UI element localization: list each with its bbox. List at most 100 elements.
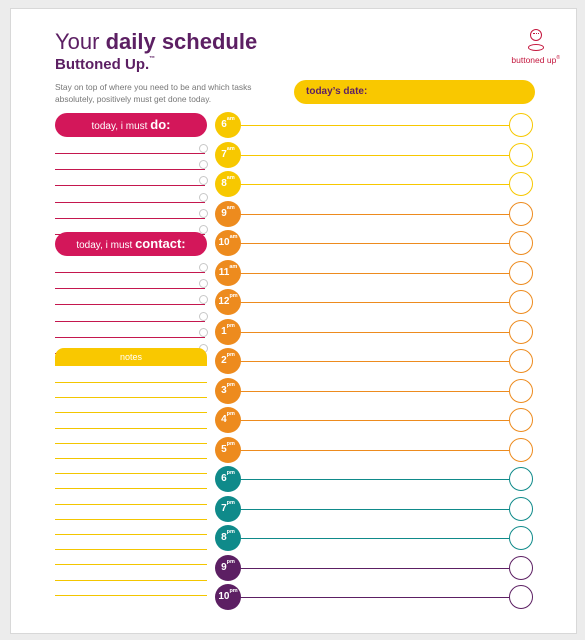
brand-logo: buttoned up® <box>511 29 560 65</box>
time-slot-line[interactable] <box>229 302 509 303</box>
trademark-mark: ™ <box>149 56 156 62</box>
hour-badge: 9am <box>215 200 241 227</box>
must-do-checkbox[interactable] <box>199 225 208 234</box>
notes-line <box>55 488 207 490</box>
notes-line <box>55 534 207 535</box>
time-slot-checkbox[interactable] <box>509 113 533 137</box>
time-slot-checkbox[interactable] <box>509 172 533 196</box>
hour-badge: 9pm <box>215 554 241 581</box>
hour-number: 8 <box>221 178 227 189</box>
must-do-line[interactable] <box>55 153 205 154</box>
notes-line <box>55 549 207 551</box>
time-slot-line[interactable] <box>229 361 509 362</box>
must-do-checkbox[interactable] <box>199 208 208 218</box>
hour-period: am <box>229 234 238 240</box>
must-contact-checkbox[interactable] <box>199 311 208 321</box>
must-do-line[interactable] <box>55 217 205 219</box>
hour-number: 5 <box>221 443 227 455</box>
todays-date-label: today’s date: <box>306 86 368 97</box>
time-slot-checkbox[interactable] <box>509 496 533 521</box>
intro-text: Stay on top of where you need to be and … <box>55 82 252 104</box>
hour-period: am <box>226 116 235 122</box>
hour-number: 9 <box>221 207 227 219</box>
notes-line <box>55 564 207 566</box>
notes-line <box>55 579 207 581</box>
must-contact-header: today, i must contact: <box>55 232 207 256</box>
todays-date-field[interactable]: today’s date: <box>294 80 535 104</box>
time-slot-line[interactable] <box>229 272 509 274</box>
time-slot-line[interactable] <box>229 390 509 392</box>
must-do-line[interactable] <box>55 201 205 203</box>
time-slot-line[interactable] <box>229 567 509 569</box>
notes-line <box>55 458 207 459</box>
hour-period: pm <box>226 440 235 447</box>
time-slot-checkbox[interactable] <box>509 231 533 255</box>
hour-period: am <box>226 204 235 211</box>
hour-number: 12 <box>218 296 230 307</box>
time-slot-checkbox[interactable] <box>509 319 533 344</box>
hour-period: am <box>226 175 235 181</box>
notes-header: notes <box>55 348 207 366</box>
time-slot-checkbox[interactable] <box>509 201 533 226</box>
time-slot-line[interactable] <box>229 154 509 156</box>
hour-period: pm <box>226 322 235 329</box>
notes-line <box>55 442 207 444</box>
hour-badge: 7pm <box>215 495 241 522</box>
time-slot-line[interactable] <box>229 538 509 539</box>
must-do-line[interactable] <box>55 185 205 187</box>
notes-line <box>55 473 207 475</box>
page-title: Your daily schedule <box>55 29 257 55</box>
must-do-checkbox[interactable] <box>199 160 208 170</box>
time-slot-line[interactable] <box>229 479 509 480</box>
must-contact-checkbox[interactable] <box>199 327 208 337</box>
time-slot-line[interactable] <box>229 449 509 451</box>
time-slot-checkbox[interactable] <box>509 585 533 609</box>
hour-number: 10 <box>218 591 230 602</box>
time-slot-line[interactable] <box>229 125 509 126</box>
hour-period: pm <box>229 293 238 299</box>
time-slot-checkbox[interactable] <box>509 142 533 167</box>
must-contact-line[interactable] <box>55 272 205 273</box>
notes-line <box>55 518 207 520</box>
must-contact-checkbox[interactable] <box>199 263 208 272</box>
notes-label: notes <box>119 352 143 362</box>
time-slot-checkbox[interactable] <box>509 555 533 580</box>
hour-number: 2 <box>221 355 227 366</box>
notes-line <box>55 397 207 399</box>
must-contact-checkbox[interactable] <box>199 295 208 305</box>
time-slot-line[interactable] <box>229 597 509 598</box>
time-slot-checkbox[interactable] <box>509 408 533 432</box>
must-do-line[interactable] <box>55 169 205 171</box>
time-slot-line[interactable] <box>229 213 509 215</box>
time-slot-checkbox[interactable] <box>509 378 533 403</box>
time-slot-checkbox[interactable] <box>509 437 533 462</box>
must-contact-checkbox[interactable] <box>199 279 208 289</box>
must-contact-line[interactable] <box>55 336 205 338</box>
must-do-checkbox[interactable] <box>199 192 208 202</box>
time-slot-line[interactable] <box>229 508 509 510</box>
must-contact-line[interactable] <box>55 288 205 290</box>
must-contact-line[interactable] <box>55 304 205 306</box>
hour-period: pm <box>226 352 235 358</box>
hour-number: 9 <box>221 561 227 573</box>
hour-badge: 12pm <box>215 289 241 315</box>
time-slot-line[interactable] <box>229 184 509 185</box>
time-slot-line[interactable] <box>229 420 509 421</box>
time-slot-checkbox[interactable] <box>509 290 533 314</box>
time-slot-checkbox[interactable] <box>509 260 533 285</box>
hour-period: pm <box>226 558 235 565</box>
time-slot-line[interactable] <box>229 331 509 333</box>
hour-badge: 3pm <box>215 377 241 404</box>
hour-number: 6 <box>221 119 227 130</box>
notes-line <box>55 594 207 596</box>
time-slot-line[interactable] <box>229 243 509 244</box>
must-do-checkbox[interactable] <box>199 144 208 153</box>
must-do-checkbox[interactable] <box>199 176 208 186</box>
hour-period: pm <box>226 411 235 417</box>
hour-period: pm <box>226 529 235 535</box>
time-slot-checkbox[interactable] <box>509 467 533 491</box>
time-slot-checkbox[interactable] <box>509 526 533 550</box>
button-logo-base-icon <box>527 44 544 51</box>
time-slot-checkbox[interactable] <box>509 349 533 373</box>
must-contact-line[interactable] <box>55 320 205 322</box>
